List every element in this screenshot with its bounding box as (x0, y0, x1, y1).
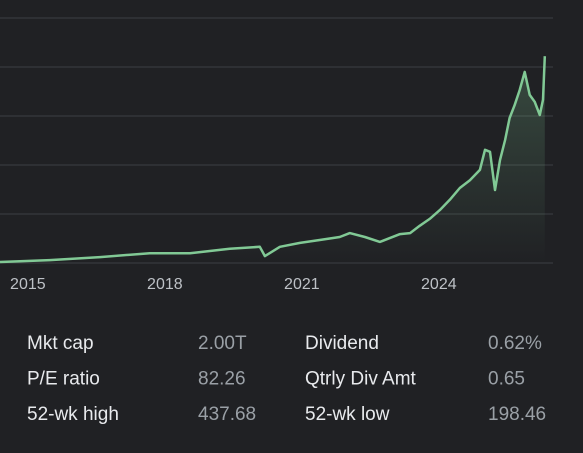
stat-label: 52-wk low (305, 404, 390, 425)
stat-label: 52-wk high (27, 404, 119, 425)
stat-value: 437.68 (198, 404, 256, 425)
price-line (0, 56, 547, 264)
area-fill (0, 56, 545, 264)
x-tick-label: 2018 (147, 276, 183, 293)
x-tick-label: 2015 (10, 276, 46, 293)
stat-label: Mkt cap (27, 333, 94, 354)
x-tick-label: 2021 (284, 276, 320, 293)
stat-label: P/E ratio (27, 369, 100, 390)
stat-value: 0.65 (488, 369, 525, 390)
stat-label: Dividend (305, 333, 379, 354)
x-tick-label: 2024 (421, 276, 457, 293)
stat-value: 198.46 (488, 404, 546, 425)
stat-label: Qtrly Div Amt (305, 369, 417, 390)
stat-value: 2.00T (198, 333, 247, 354)
stat-value: 82.26 (198, 369, 246, 390)
stat-value: 0.62% (488, 333, 542, 354)
